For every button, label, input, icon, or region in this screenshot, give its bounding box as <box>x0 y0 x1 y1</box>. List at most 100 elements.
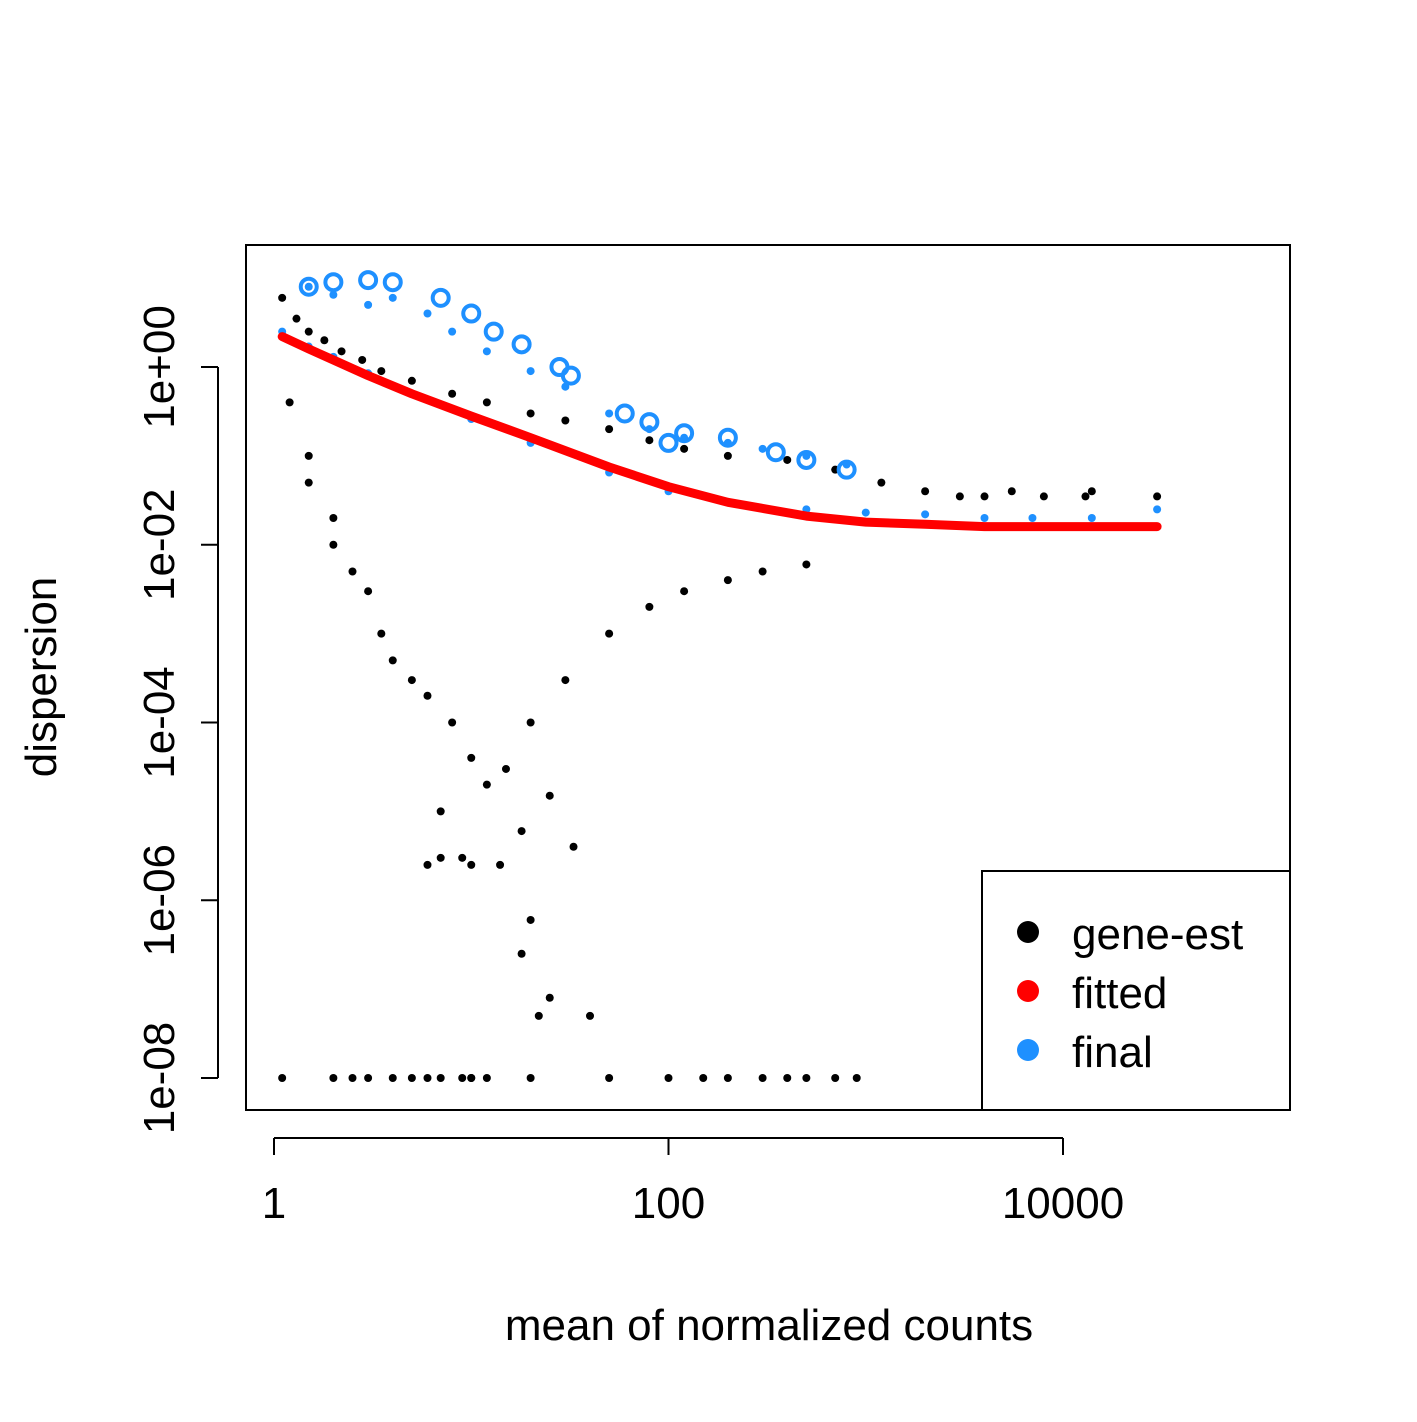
point-gene-est <box>680 587 689 596</box>
point-gene-est <box>526 718 535 727</box>
point-gene-est <box>526 1074 535 1082</box>
point-fitted <box>723 498 732 507</box>
point-final <box>448 327 457 336</box>
y-tick-label: 1e-04 <box>135 666 184 779</box>
point-fitted <box>364 371 373 380</box>
point-gene-est <box>278 1074 287 1082</box>
point-gene-est <box>852 1074 861 1082</box>
point-final <box>482 347 491 356</box>
outlier-final <box>717 427 738 448</box>
points-layer <box>277 270 1162 1082</box>
point-gene-est <box>831 1074 840 1082</box>
point-fitted <box>329 355 338 364</box>
point-gene-est <box>517 827 526 836</box>
legend-label-fitted: fitted <box>1072 969 1167 1018</box>
point-gene-est <box>980 492 989 501</box>
point-gene-est <box>482 780 491 789</box>
point-gene-est <box>423 1074 432 1082</box>
point-gene-est <box>320 336 329 345</box>
point-gene-est <box>329 513 338 522</box>
point-final <box>1028 513 1037 522</box>
legend-marker-final <box>1017 1039 1039 1061</box>
point-fitted <box>407 389 416 398</box>
point-final <box>1153 505 1162 514</box>
point-gene-est <box>699 1074 708 1082</box>
point-gene-est <box>388 656 397 665</box>
point-gene-est <box>783 455 792 464</box>
point-gene-est <box>1153 492 1162 501</box>
point-gene-est <box>364 587 373 596</box>
point-gene-est <box>1007 487 1016 496</box>
point-gene-est <box>723 576 732 585</box>
point-fitted <box>861 518 870 527</box>
outlier-final <box>382 272 403 293</box>
y-tick-label: 1e-06 <box>135 844 184 957</box>
point-gene-est <box>423 860 432 869</box>
outlier-final <box>658 432 679 453</box>
point-gene-est <box>458 853 467 862</box>
x-axis-label: mean of normalized counts <box>505 1301 1033 1350</box>
outlier-final <box>511 334 532 355</box>
point-gene-est <box>358 355 367 364</box>
point-gene-est <box>348 567 357 576</box>
point-final <box>388 293 397 302</box>
point-gene-est <box>783 1074 792 1082</box>
point-gene-est <box>496 860 505 869</box>
legend-label-gene-est: gene-est <box>1072 910 1243 959</box>
point-fitted <box>664 482 673 491</box>
point-gene-est <box>605 1074 614 1082</box>
point-final <box>980 513 989 522</box>
point-fitted <box>304 344 313 353</box>
point-fitted <box>980 522 989 531</box>
x-tick-label: 100 <box>632 1179 705 1228</box>
point-gene-est <box>448 718 457 727</box>
point-fitted <box>802 512 811 521</box>
outlier-final <box>614 403 635 424</box>
point-final <box>423 309 432 318</box>
point-gene-est <box>278 293 287 302</box>
point-fitted <box>526 433 535 442</box>
point-gene-est <box>329 1074 338 1082</box>
outlier-final <box>674 423 695 444</box>
y-tick-label: 1e-08 <box>135 1022 184 1135</box>
point-fitted <box>1093 522 1102 531</box>
point-gene-est <box>292 314 301 323</box>
point-gene-est <box>467 860 476 869</box>
point-final <box>364 300 373 309</box>
point-gene-est <box>285 398 294 407</box>
outlier-final <box>323 272 344 293</box>
point-gene-est <box>448 389 457 398</box>
point-gene-est <box>304 451 313 460</box>
point-gene-est <box>534 1011 543 1020</box>
point-gene-est <box>561 416 570 425</box>
point-gene-est <box>723 451 732 460</box>
point-gene-est <box>482 398 491 407</box>
point-gene-est <box>645 602 654 611</box>
point-gene-est <box>802 1074 811 1082</box>
outlier-final <box>765 442 786 463</box>
outlier-final <box>560 365 581 386</box>
point-final <box>329 290 338 299</box>
point-fitted <box>278 332 287 341</box>
point-gene-est <box>586 1011 595 1020</box>
point-final <box>304 282 313 291</box>
point-gene-est <box>482 1074 491 1082</box>
point-gene-est <box>517 949 526 958</box>
plot-frame <box>245 244 1291 1111</box>
point-gene-est <box>545 791 554 800</box>
point-gene-est <box>407 1074 416 1082</box>
point-gene-est <box>388 1074 397 1082</box>
point-gene-est <box>458 1074 467 1082</box>
point-gene-est <box>436 1074 445 1082</box>
point-gene-est <box>364 1074 373 1082</box>
point-final <box>921 510 930 519</box>
x-tick-label: 10000 <box>1002 1179 1124 1228</box>
point-gene-est <box>877 478 886 487</box>
point-fitted <box>1039 522 1048 531</box>
outlier-final <box>639 412 660 433</box>
point-gene-est <box>407 676 416 685</box>
outlier-final <box>298 276 319 297</box>
x-tick-label: 1 <box>262 1179 286 1228</box>
point-gene-est <box>545 993 554 1002</box>
outlier-final <box>430 287 451 308</box>
